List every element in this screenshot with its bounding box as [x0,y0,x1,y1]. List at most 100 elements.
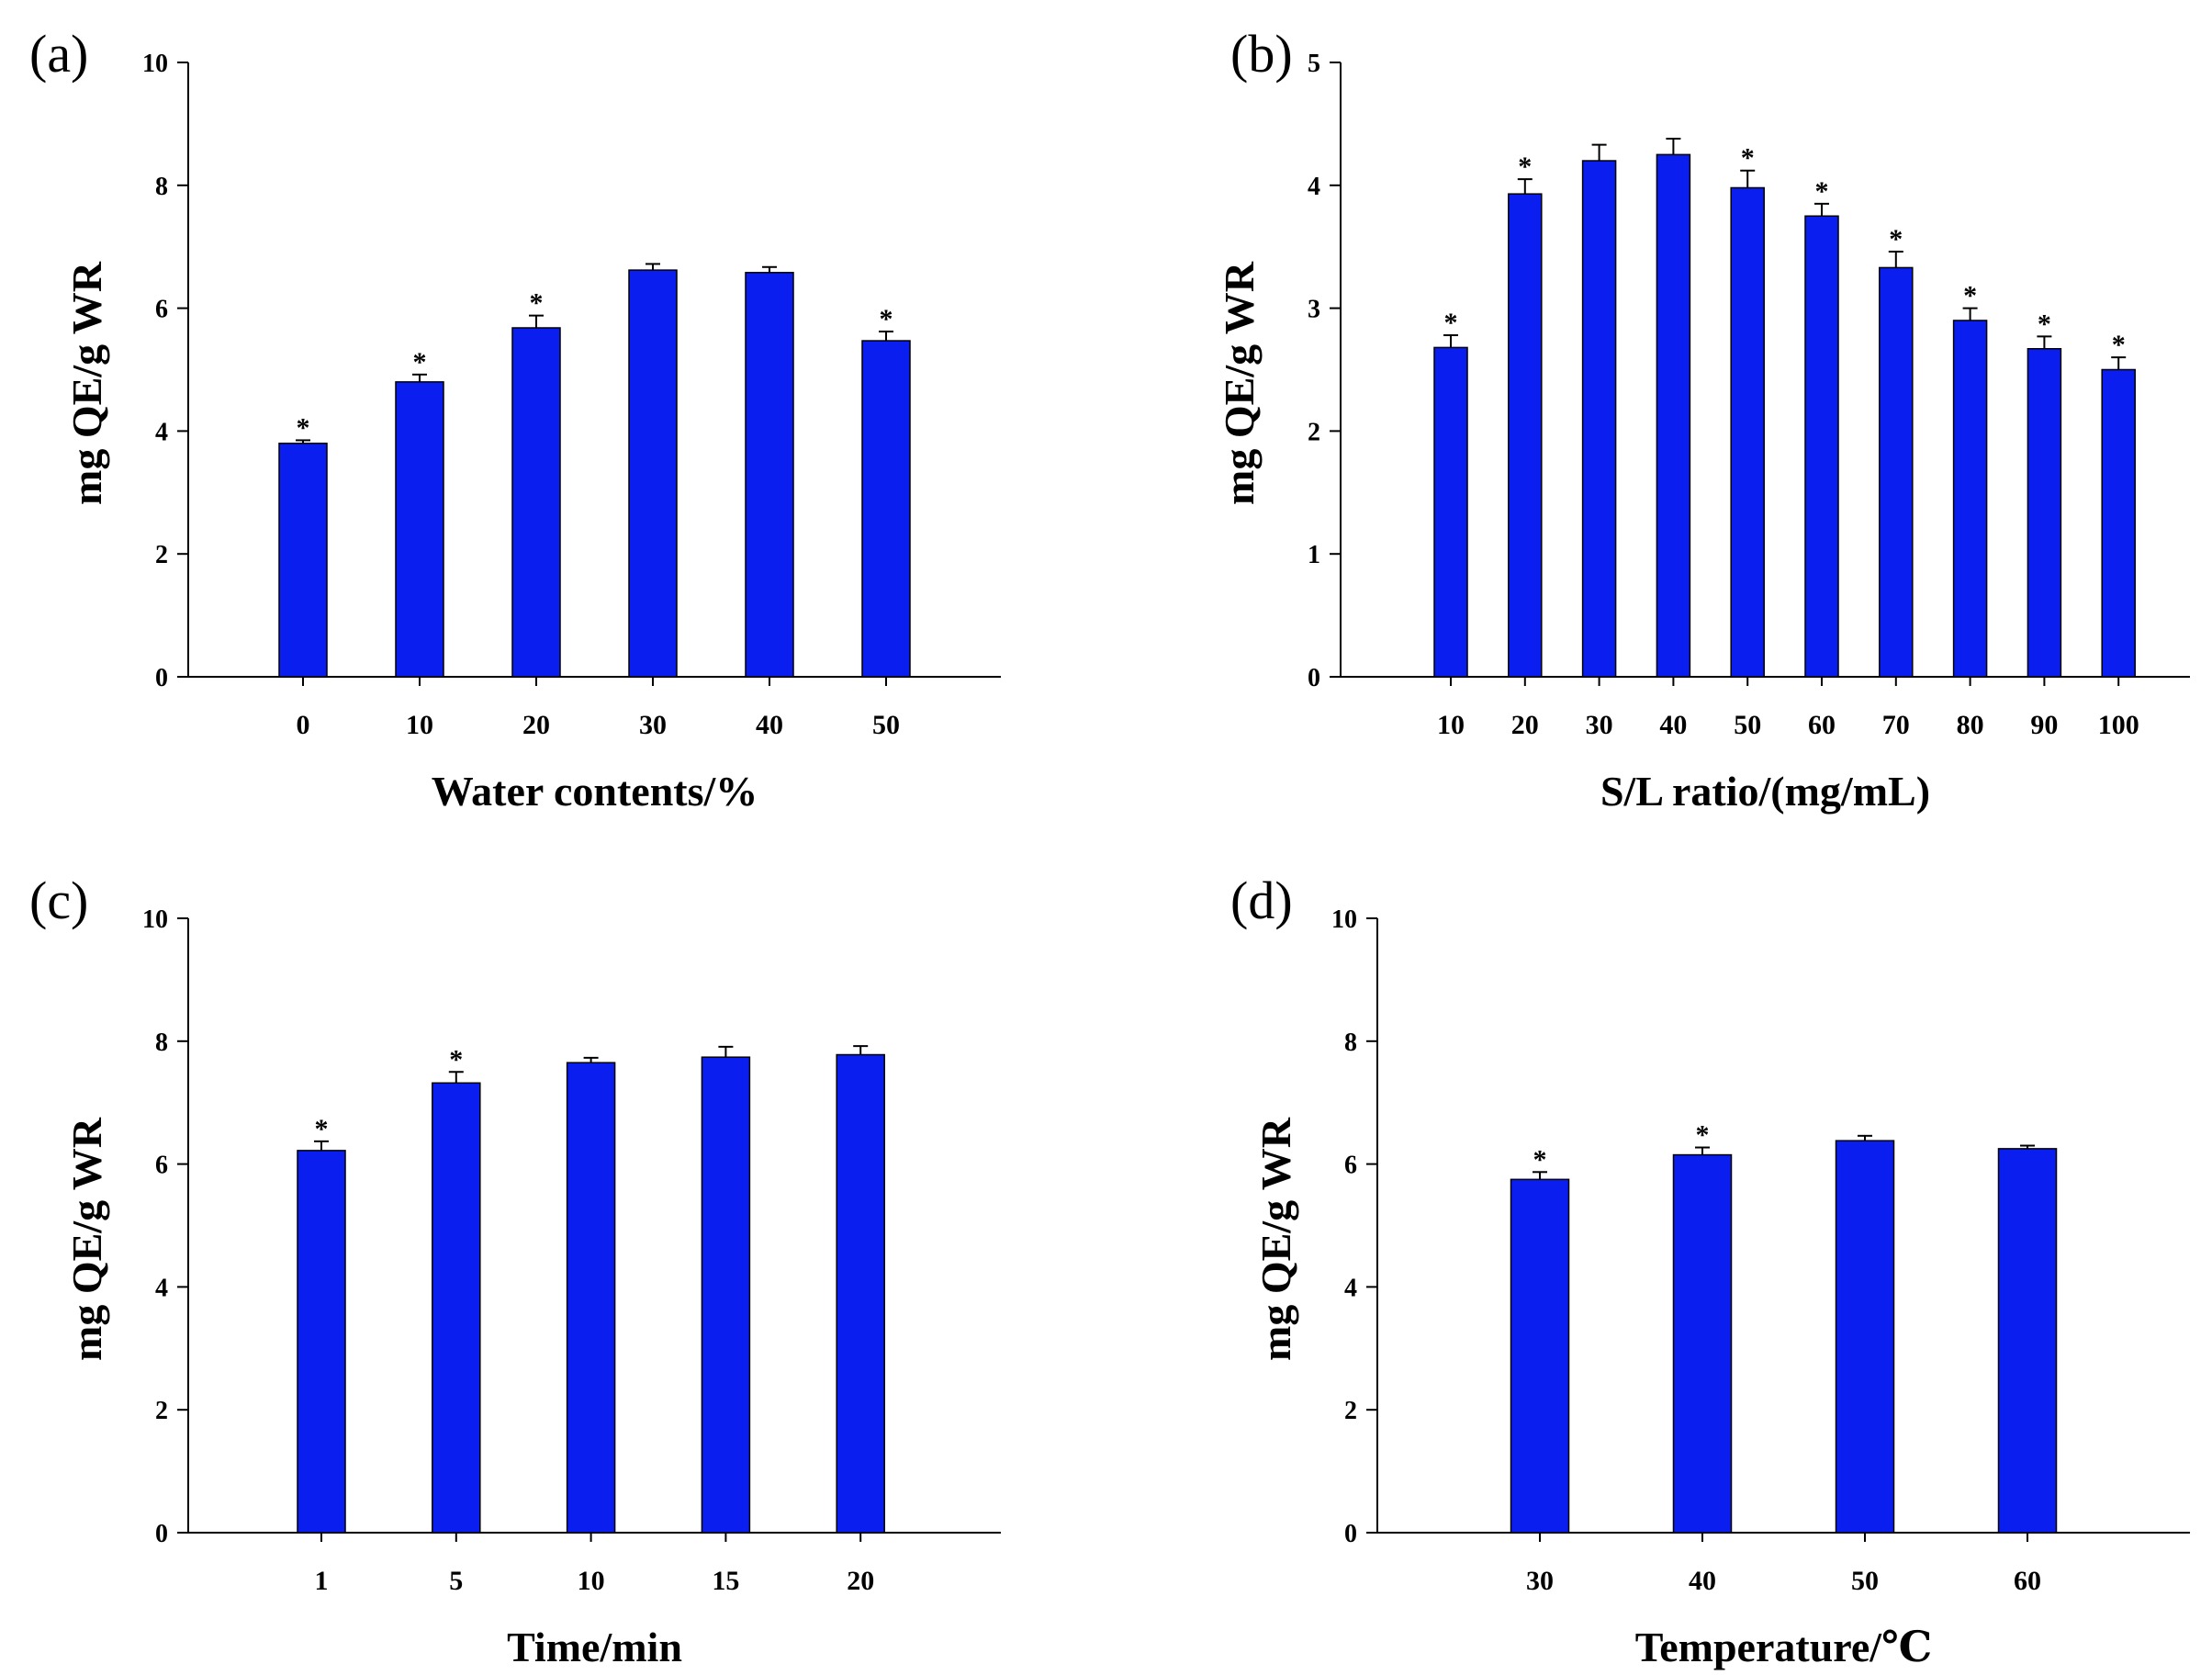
bar-20 [511,327,561,678]
y-tick-label: 4 [155,1274,168,1302]
x-axis-title: Time/min [507,1624,682,1670]
x-tick-label: 10 [1437,710,1465,740]
bar-15 [701,1056,751,1534]
bar-10 [566,1062,616,1534]
chart-panel-1: (a) 0 2 4 6 8 10 mg QE/g WR Water contents/% 0 * 10… [29,24,1001,815]
bar-20 [1508,193,1543,678]
x-axis-title: Water contents/% [432,768,758,815]
y-tick-label: 4 [1308,173,1320,201]
x-tick-label: 100 [2098,710,2139,740]
y-tick-label: 1 [1308,541,1320,569]
bar-90 [2027,348,2062,678]
significance-marker: * [1444,308,1458,338]
panel-label: (b) [1230,24,1293,84]
x-tick-label: 60 [2014,1566,2041,1596]
significance-marker: * [1963,281,1977,311]
bar-10 [395,381,444,678]
bar-0 [278,443,328,678]
bar-50 [861,340,911,678]
x-tick-label: 60 [1808,710,1836,740]
significance-marker: * [1815,176,1829,207]
bar-5 [432,1082,481,1534]
x-tick-label: 50 [872,710,900,740]
y-axis-title: mg QE/g WR [63,1117,110,1361]
significance-marker: * [530,288,544,319]
x-tick-label: 20 [522,710,550,740]
x-tick-label: 15 [712,1566,739,1596]
x-tick-label: 40 [756,710,783,740]
y-tick-label: 8 [155,173,168,201]
significance-marker: * [315,1114,329,1144]
x-tick-label: 0 [297,710,310,740]
y-tick-label: 6 [155,1152,168,1180]
y-tick-label: 4 [1344,1274,1357,1302]
significance-marker: * [449,1044,463,1074]
x-tick-label: 30 [1586,710,1613,740]
y-tick-label: 8 [155,1029,168,1057]
significance-marker: * [1889,224,1903,254]
y-tick-label: 5 [1308,50,1320,78]
y-tick-label: 0 [155,664,168,692]
y-axis-title: mg QE/g WR [1216,261,1263,505]
bar-50 [1835,1140,1895,1534]
x-tick-label: 10 [578,1566,605,1596]
bar-50 [1730,186,1765,678]
significance-marker: * [413,347,427,377]
y-axis-title: mg QE/g WR [1252,1117,1299,1361]
x-tick-label: 1 [315,1566,329,1596]
chart-panel-3: (c) 0 2 4 6 8 10 mg QE/g WR Time/min 1 * 5 * 10 15 20 [29,871,1001,1670]
significance-marker: * [1696,1120,1710,1151]
x-tick-label: 30 [639,710,667,740]
x-axis-title: Temperature/℃ [1635,1624,1932,1670]
bar-100 [2101,368,2136,678]
bar-70 [1879,266,1914,678]
y-tick-label: 0 [155,1520,168,1548]
bar-40 [1672,1153,1733,1534]
x-tick-label: 20 [847,1566,874,1596]
x-tick-label: 80 [1957,710,1984,740]
chart-panel-4: (d) 0 2 4 6 8 10 mg QE/g WR Temperature/℃ 30 * 40 * 5… [1230,871,2190,1670]
y-tick-label: 10 [1331,905,1357,934]
x-tick-label: 70 [1882,710,1910,740]
y-tick-label: 2 [155,1397,168,1425]
y-axis-title: mg QE/g WR [63,261,110,505]
panel-label: (a) [29,24,88,84]
bar-40 [1656,153,1691,678]
x-tick-label: 40 [1689,1566,1716,1596]
bar-20 [836,1053,885,1534]
x-tick-label: 20 [1511,710,1539,740]
bar-80 [1952,320,1988,678]
significance-marker: * [2038,309,2051,339]
significance-marker: * [880,304,893,334]
bar-30 [1510,1178,1570,1534]
x-axis-title: S/L ratio/(mg/mL) [1600,768,1930,815]
bar-60 [1997,1148,2058,1534]
x-tick-label: 50 [1851,1566,1879,1596]
x-tick-label: 10 [406,710,433,740]
x-tick-label: 50 [1734,710,1761,740]
y-tick-label: 3 [1308,296,1320,324]
x-tick-label: 5 [449,1566,463,1596]
y-tick-label: 0 [1308,664,1320,692]
y-tick-label: 10 [142,50,168,78]
y-tick-label: 0 [1344,1520,1357,1548]
significance-marker: * [297,412,310,443]
significance-marker: * [1518,152,1532,182]
significance-marker: * [2112,330,2126,360]
y-tick-label: 2 [1344,1397,1357,1425]
panel-label: (c) [29,871,88,930]
y-tick-label: 6 [1344,1152,1357,1180]
significance-marker: * [1741,143,1755,174]
bar-30 [1581,160,1617,678]
y-tick-label: 2 [155,541,168,569]
y-tick-label: 8 [1344,1029,1357,1057]
bar-10 [1433,346,1468,678]
y-tick-label: 6 [155,296,168,324]
x-tick-label: 90 [2030,710,2058,740]
panel-label: (d) [1230,871,1293,930]
y-tick-label: 4 [155,418,168,446]
bar-1 [297,1150,346,1534]
y-tick-label: 2 [1308,418,1320,446]
chart-panel-2: (b) 0 1 2 3 4 5 mg QE/g WR S/L ratio/(mg/mL) 10 * 2… [1216,24,2190,815]
